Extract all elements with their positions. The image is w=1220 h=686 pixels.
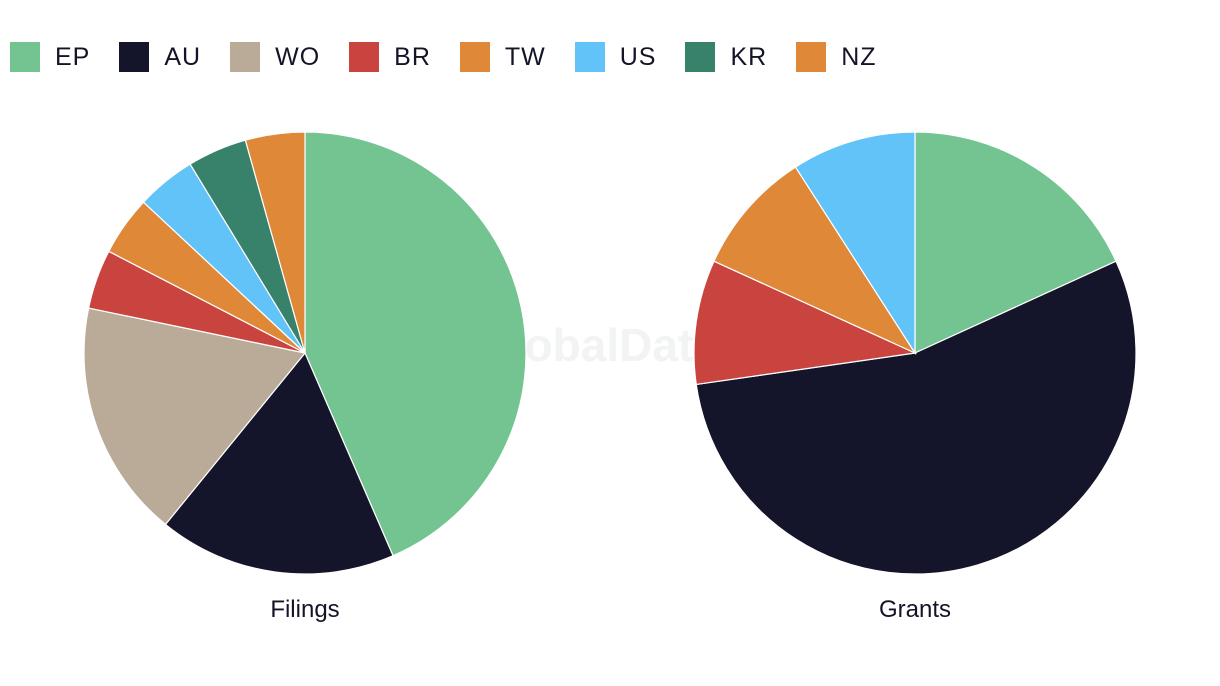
- legend-label-ep: EP: [55, 43, 91, 71]
- legend-swatch-ep: [10, 42, 40, 72]
- pie-chart-grants: [693, 131, 1137, 575]
- legend-swatch-nz: [796, 42, 827, 72]
- legend-label-us: US: [619, 43, 657, 71]
- pie-title-grants: Grants: [879, 596, 951, 623]
- legend-swatch-br: [349, 42, 380, 72]
- legend-item-br[interactable]: BR: [349, 42, 431, 72]
- chart-legend: EP AU WO BR TW US KR NZ: [10, 40, 906, 74]
- pie-slice-wo[interactable]: [83, 307, 307, 526]
- pie-slice-ep[interactable]: [914, 131, 1117, 354]
- legend-label-nz: NZ: [841, 43, 877, 71]
- pie-slice-tw[interactable]: [713, 166, 917, 355]
- pie-slice-au[interactable]: [695, 260, 1137, 575]
- pie-slice-us[interactable]: [794, 131, 916, 356]
- legend-label-au: AU: [164, 43, 202, 71]
- legend-swatch-us: [574, 42, 605, 72]
- legend-item-us[interactable]: US: [574, 42, 657, 72]
- legend-item-au[interactable]: AU: [119, 42, 201, 72]
- legend-item-wo[interactable]: WO: [230, 42, 320, 72]
- legend-label-wo: WO: [275, 43, 321, 71]
- legend-swatch-tw: [459, 42, 490, 72]
- legend-swatch-kr: [685, 42, 716, 72]
- legend-swatch-au: [119, 42, 150, 72]
- pie-slice-au[interactable]: [164, 351, 394, 575]
- legend-item-kr[interactable]: KR: [685, 42, 767, 72]
- pie-title-filings: Filings: [270, 596, 339, 623]
- pie-slice-br[interactable]: [693, 260, 918, 386]
- pie-chart-filings: [83, 131, 527, 575]
- legend-item-nz[interactable]: NZ: [796, 42, 876, 72]
- legend-label-kr: KR: [730, 43, 768, 71]
- pie-slice-ep[interactable]: [304, 131, 527, 557]
- legend-swatch-wo: [230, 42, 261, 72]
- legend-item-ep[interactable]: EP: [10, 42, 90, 72]
- legend-item-tw[interactable]: TW: [459, 42, 546, 72]
- legend-label-tw: TW: [504, 43, 546, 71]
- pie-slice-nz[interactable]: [244, 131, 306, 354]
- legend-label-br: BR: [394, 43, 431, 71]
